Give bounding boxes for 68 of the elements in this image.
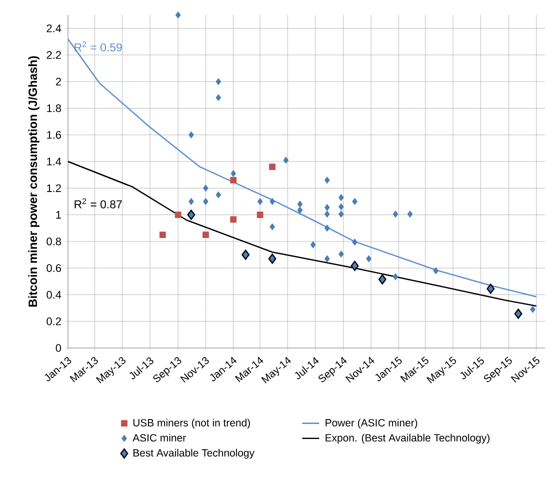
point xyxy=(203,184,208,192)
point xyxy=(268,254,276,264)
legend-label: Expon. (Best Available Technology) xyxy=(326,434,490,444)
point xyxy=(352,198,358,205)
legend-label: USB miners (not in trend) xyxy=(133,418,250,429)
point xyxy=(216,94,221,101)
point xyxy=(269,164,276,170)
legend-label: Power (ASIC miner) xyxy=(326,418,418,429)
point xyxy=(324,224,330,232)
y-tick-label: 0.6 xyxy=(46,264,61,272)
point xyxy=(310,242,316,248)
point xyxy=(230,216,237,223)
y-tick-label: 1.2 xyxy=(47,184,61,192)
point xyxy=(338,194,344,201)
point xyxy=(176,12,181,18)
point xyxy=(187,210,196,220)
y-tick-label: 0.8 xyxy=(46,238,61,246)
point xyxy=(188,198,194,205)
point xyxy=(433,268,438,274)
y-tick-label: 0.2 xyxy=(46,317,61,326)
y-tick-label: 2.4 xyxy=(46,24,62,32)
point xyxy=(202,232,209,238)
legend-label: Best Available Technology xyxy=(133,448,254,459)
y-tick-label: 0.4 xyxy=(46,290,62,299)
point xyxy=(378,274,386,284)
y-tick-label: 1.4 xyxy=(47,158,62,166)
point xyxy=(530,306,536,313)
point xyxy=(338,210,344,218)
point xyxy=(324,256,330,262)
legend-label: ASIC miner xyxy=(132,434,186,442)
point xyxy=(270,198,275,205)
point xyxy=(392,274,398,280)
point xyxy=(270,224,275,230)
annotation: R$^{2}$ = 0.87 xyxy=(74,198,122,208)
point xyxy=(256,212,264,218)
y-tick-label: 2 xyxy=(56,78,61,86)
point xyxy=(230,170,236,177)
point xyxy=(283,156,288,164)
point xyxy=(324,210,330,218)
point xyxy=(258,198,263,205)
point xyxy=(159,232,166,238)
point xyxy=(352,238,358,246)
y-axis-title: Bitcoin miner power consumption (J/Ghash) xyxy=(28,56,40,307)
point xyxy=(407,210,413,218)
y-tick-label: 2.2 xyxy=(46,51,61,59)
point xyxy=(324,176,330,184)
point xyxy=(242,250,250,260)
y-tick-label: 1.8 xyxy=(47,104,61,112)
point xyxy=(230,176,237,184)
point xyxy=(486,284,495,294)
y-tick-label: 0 xyxy=(56,344,62,352)
point xyxy=(324,204,330,211)
point xyxy=(188,132,194,138)
y-tick-label: 1.6 xyxy=(47,131,61,139)
point xyxy=(216,192,221,198)
point xyxy=(338,250,344,258)
y-tick-label: 1 xyxy=(56,211,61,219)
point xyxy=(174,212,182,218)
point xyxy=(203,198,208,205)
point xyxy=(216,78,221,85)
point xyxy=(392,210,398,218)
point xyxy=(350,260,359,271)
point xyxy=(338,204,344,210)
point xyxy=(297,206,302,214)
line-series xyxy=(68,38,538,298)
point xyxy=(366,256,372,262)
point xyxy=(297,200,302,208)
point xyxy=(514,308,522,319)
